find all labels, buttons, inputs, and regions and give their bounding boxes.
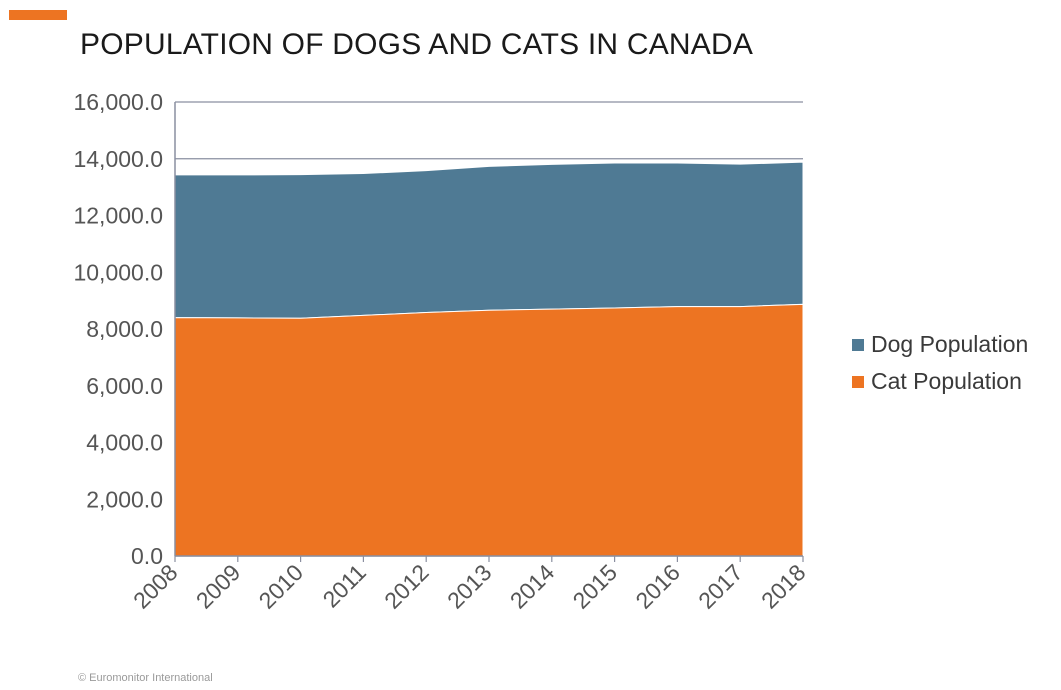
legend-swatch-dog: [852, 339, 864, 351]
legend-label-cat: Cat Population: [871, 368, 1022, 395]
y-tick-label: 14,000.0: [73, 146, 163, 172]
x-tick-label: 2012: [379, 559, 434, 614]
legend: Dog Population Cat Population: [852, 326, 1028, 400]
x-tick-label: 2013: [442, 559, 497, 614]
y-tick-label: 2,000.0: [86, 486, 163, 512]
y-tick-label: 8,000.0: [86, 316, 163, 342]
y-tick-label: 10,000.0: [73, 259, 163, 285]
x-tick-label: 2011: [318, 559, 371, 612]
area-cat-population: [175, 304, 803, 556]
x-tick-label: 2010: [254, 559, 309, 614]
x-tick-label: 2014: [505, 559, 560, 614]
area-dog-population: [175, 162, 803, 318]
x-tick-label: 2015: [568, 559, 623, 614]
legend-item-cat: Cat Population: [852, 363, 1028, 400]
legend-item-dog: Dog Population: [852, 326, 1028, 363]
y-tick-label: 16,000.0: [73, 89, 163, 115]
x-tick-label: 2009: [191, 559, 246, 614]
y-tick-label: 12,000.0: [73, 203, 163, 229]
legend-swatch-cat: [852, 376, 864, 388]
x-tick-label: 2016: [630, 559, 685, 614]
y-tick-label: 4,000.0: [86, 430, 163, 456]
y-tick-label: 6,000.0: [86, 373, 163, 399]
x-tick-label: 2017: [693, 559, 748, 614]
x-tick-label: 2018: [756, 559, 811, 614]
copyright-footer: © Euromonitor International: [78, 672, 213, 684]
legend-label-dog: Dog Population: [871, 331, 1028, 358]
